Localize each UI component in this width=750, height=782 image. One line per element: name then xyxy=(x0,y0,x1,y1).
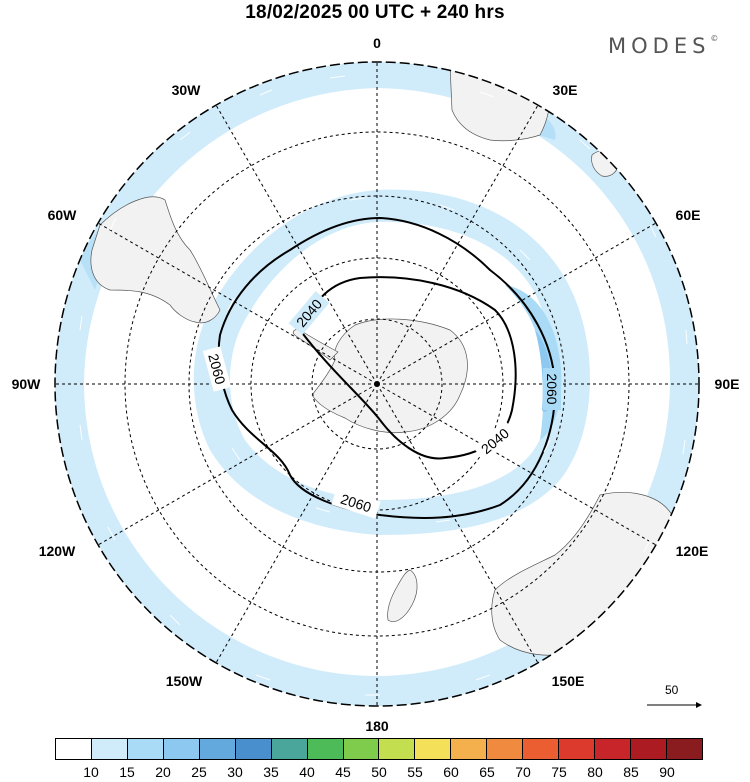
colorbar-segment xyxy=(523,739,560,759)
colorbar-tick-label: 90 xyxy=(659,764,675,780)
colorbar-segment xyxy=(487,739,524,759)
colorbar xyxy=(55,738,703,760)
contour-label: 2060 xyxy=(205,352,229,386)
colorbar-tick-label: 60 xyxy=(443,764,459,780)
colorbar-segment xyxy=(415,739,452,759)
copyright-mark: © xyxy=(710,34,719,43)
longitude-labels: 0 30E 60E 90E 120E 150E 180 150W 120W 90… xyxy=(12,35,740,734)
colorbar-tick-label: 80 xyxy=(587,764,603,780)
colorbar-segment xyxy=(127,739,164,759)
lon-label-60w: 60W xyxy=(48,207,78,223)
colorbar-segment xyxy=(91,739,128,759)
contour-2060 xyxy=(217,216,557,519)
colorbar-tick-label: 50 xyxy=(371,764,387,780)
reference-vector: 50 xyxy=(645,683,705,723)
colorbar-ticks: 10 15 20 25 30 35 40 45 50 55 60 65 70 75 80 85 90 xyxy=(0,764,750,782)
polar-map: 2040 2040 2060 2060 2060 0 30E 60E 90E 1… xyxy=(12,35,740,734)
brand-name: MODES xyxy=(608,34,711,58)
colorbar-tick-label: 70 xyxy=(515,764,531,780)
lon-label-30e: 30E xyxy=(553,82,578,98)
lon-label-30w: 30W xyxy=(172,82,202,98)
colorbar-tick-label: 85 xyxy=(623,764,639,780)
brand-logo: MODES© xyxy=(608,34,718,58)
south-pole-marker xyxy=(374,381,380,387)
south-america xyxy=(90,196,221,324)
colorbar-segment xyxy=(666,739,702,759)
colorbar-segment xyxy=(595,739,631,759)
colorbar-tick-label: 40 xyxy=(299,764,315,780)
colorbar-segment xyxy=(235,739,272,759)
lon-label-60e: 60E xyxy=(676,207,701,223)
colorbar-segment xyxy=(559,739,596,759)
lon-label-150e: 150E xyxy=(552,673,585,689)
colorbar-tick-label: 35 xyxy=(263,764,279,780)
contour-2040 xyxy=(298,276,517,460)
lon-label-90w: 90W xyxy=(12,376,42,392)
colorbar-segment xyxy=(163,739,200,759)
map-title: 18/02/2025 00 UTC + 240 hrs xyxy=(245,2,505,23)
colorbar-tick-label: 20 xyxy=(155,764,171,780)
colorbar-segment xyxy=(271,739,308,759)
colorbar-tick-label: 45 xyxy=(335,764,351,780)
colorbar-tick-label: 65 xyxy=(479,764,495,780)
lon-label-150w: 150W xyxy=(166,673,203,689)
new-zealand xyxy=(387,569,418,622)
colorbar-segment xyxy=(631,739,667,759)
reference-vector-label: 50 xyxy=(665,683,679,697)
colorbar-segment xyxy=(56,739,92,759)
colorbar-segment xyxy=(199,739,236,759)
contour-label: 2060 xyxy=(544,373,560,404)
colorbar-segment xyxy=(343,739,380,759)
colorbar-segment xyxy=(451,739,488,759)
colorbar-tick-label: 10 xyxy=(83,764,99,780)
lon-label-90e: 90E xyxy=(715,376,740,392)
colorbar-tick-label: 75 xyxy=(551,764,567,780)
lon-label-0: 0 xyxy=(373,35,381,51)
lon-label-180: 180 xyxy=(365,718,389,734)
lon-label-120w: 120W xyxy=(39,543,76,559)
reference-arrow-icon xyxy=(647,702,702,708)
colorbar-tick-label: 25 xyxy=(191,764,207,780)
colorbar-tick-label: 30 xyxy=(227,764,243,780)
colorbar-segment xyxy=(307,739,344,759)
colorbar-segment xyxy=(379,739,416,759)
wind-vectors xyxy=(79,75,688,696)
colorbar-tick-label: 15 xyxy=(119,764,135,780)
lon-label-120e: 120E xyxy=(676,543,709,559)
colorbar-tick-label: 55 xyxy=(407,764,423,780)
map-boundary xyxy=(54,61,700,707)
